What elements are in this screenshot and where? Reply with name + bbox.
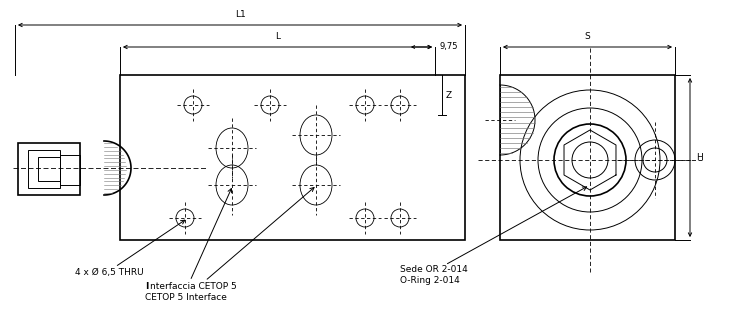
Text: Z: Z [446, 90, 452, 100]
Bar [60, 155, 80, 185]
Text: L1: L1 [235, 10, 246, 19]
Text: H: H [696, 153, 703, 162]
Text: Sede OR 2-014: Sede OR 2-014 [400, 265, 468, 274]
Text: 4 x Ø 6,5 THRU: 4 x Ø 6,5 THRU [75, 268, 144, 277]
Text: I: I [145, 282, 149, 291]
Text: S: S [585, 32, 591, 41]
Text: CETOP 5 Interface: CETOP 5 Interface [145, 293, 227, 302]
Text: L: L [275, 32, 280, 41]
Bar [38, 157, 60, 181]
Text: O-Ring 2-014: O-Ring 2-014 [400, 276, 460, 285]
Text: 9,75: 9,75 [439, 43, 457, 52]
Bar [28, 150, 60, 188]
Bar [500, 75, 675, 240]
Bar [18, 143, 80, 195]
Text: nterfaccia CETOP 5: nterfaccia CETOP 5 [149, 282, 236, 291]
Bar [120, 75, 465, 240]
